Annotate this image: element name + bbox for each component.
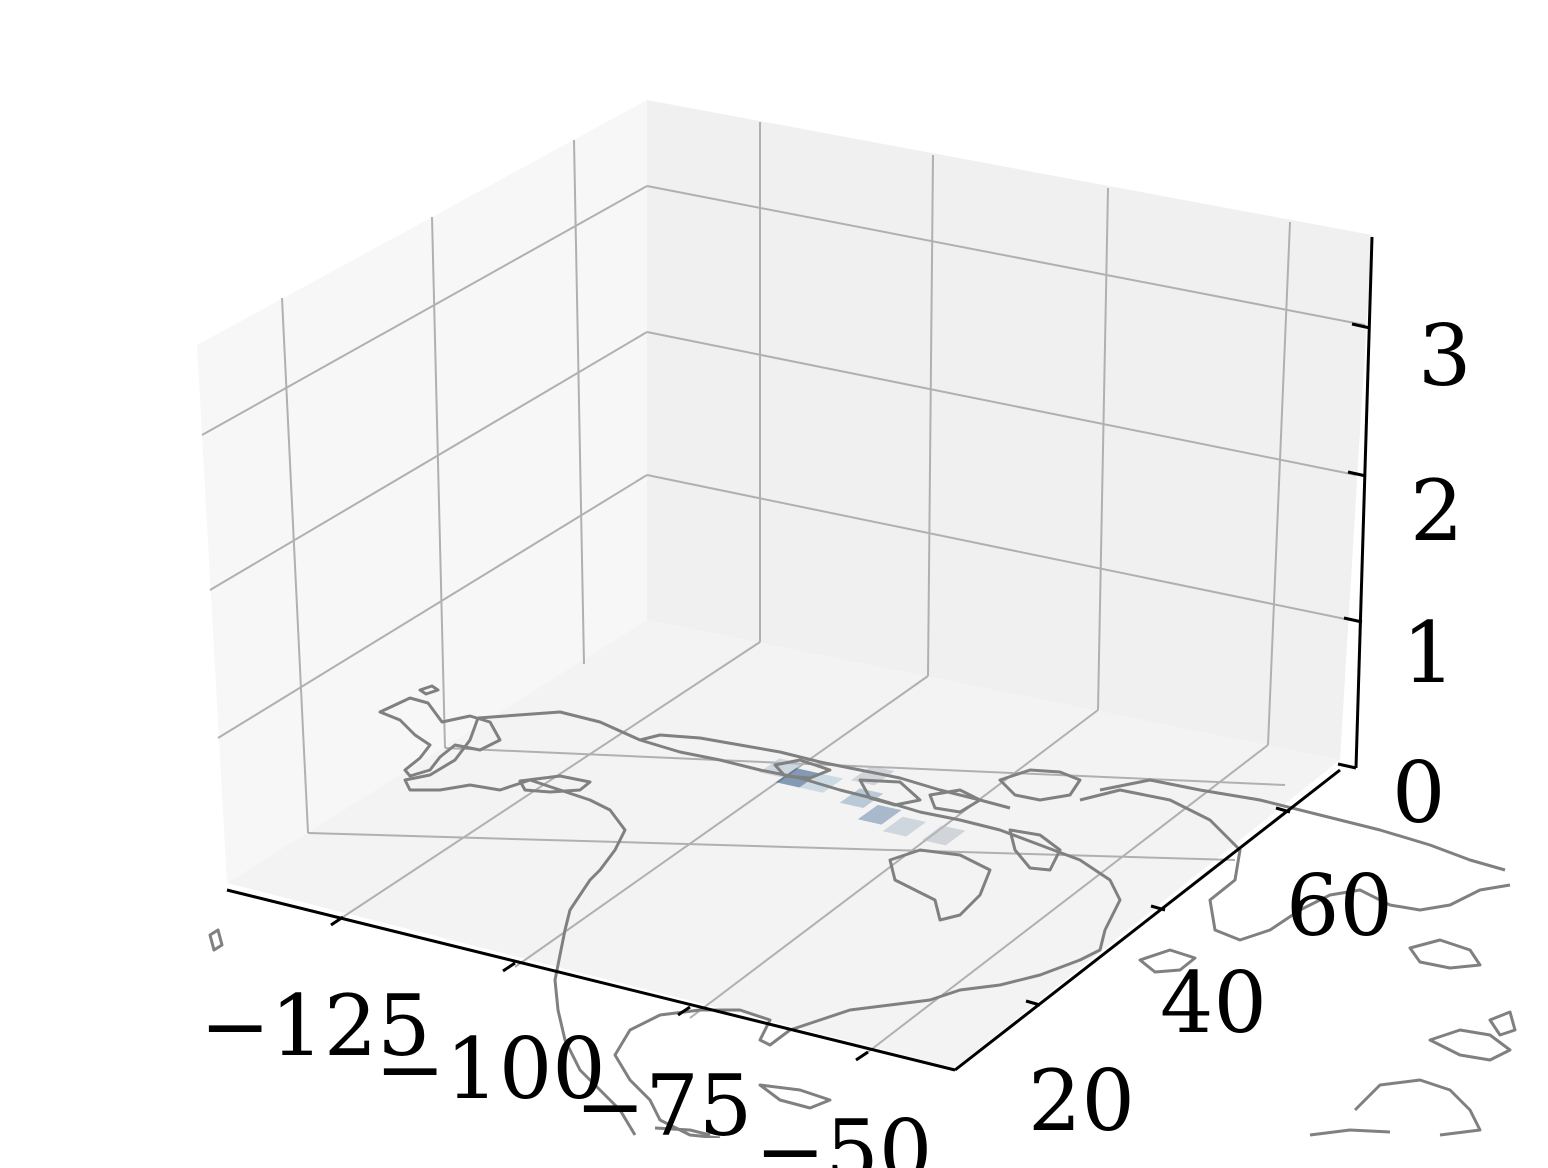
z-tick-label: 0 xyxy=(1392,744,1445,842)
x-tick-label: −75 xyxy=(575,1057,752,1155)
z-tick-label: 1 xyxy=(1402,604,1455,702)
z-tick-label: 3 xyxy=(1418,307,1471,405)
x-tick-label: −100 xyxy=(375,1020,606,1118)
tick-mark xyxy=(856,1052,868,1060)
tick-mark xyxy=(1276,808,1290,812)
map-clip-right xyxy=(1518,0,1548,1168)
tick-mark xyxy=(503,963,515,971)
y-tick-label: 20 xyxy=(1028,1052,1135,1150)
z-tick-label: 2 xyxy=(1410,462,1463,560)
x-tick-label: −50 xyxy=(755,1102,932,1168)
y-tick-label: 40 xyxy=(1160,954,1267,1052)
tick-mark xyxy=(1338,764,1356,768)
y-tick-label: 60 xyxy=(1286,857,1393,955)
